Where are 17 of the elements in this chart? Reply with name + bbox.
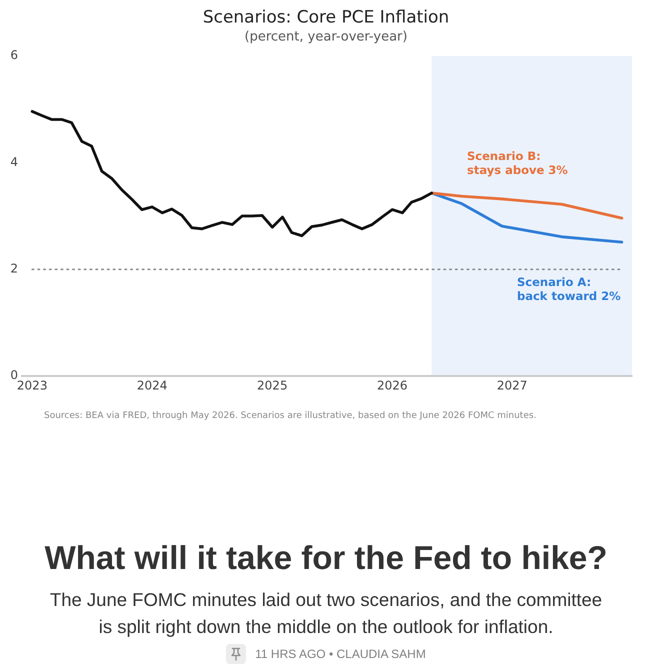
text: 11 HRS AGO • CLAUDIA SAHM [255,646,426,663]
chart-title: Scenarios: Core PCE Inflation [202,7,450,28]
series-label: Scenario B: stays above 3% [466,149,568,178]
y-tick-label: 4 [10,154,18,169]
text: The June FOMC minutes laid out two scenarios, and the committee is split right down the middle on the outlook for inflation. [48,588,604,639]
x-tick-label: 2024 [136,378,168,392]
source-note: Sources: BEA via FRED, through May 2026. Scenarios are illustrative, based on the June 2026 FOMC minutes. [44,410,536,422]
x-tick-label: 2025 [257,378,288,392]
chart-subtitle: (percent, year-over-year) [244,29,408,44]
x-tick-label: 2023 [16,378,48,392]
y-tick-label: 6 [10,48,18,62]
x-tick-label: 2027 [496,378,528,392]
y-tick-label: 0 [10,368,18,382]
x-tick-label: 2026 [376,378,408,392]
y-tick-label: 2 [10,261,18,276]
text: What will it take for the Fed to hike? [44,538,608,578]
text: Scenario A: back toward 2% [517,275,621,304]
